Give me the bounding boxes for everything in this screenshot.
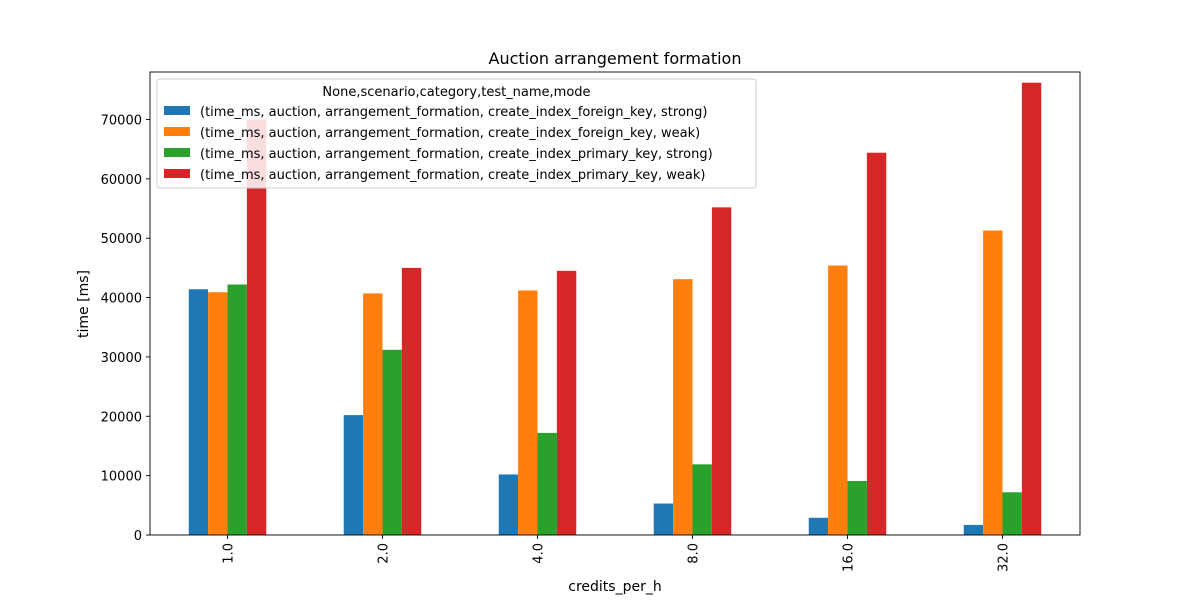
bar-16_0-series-4 xyxy=(866,152,887,535)
plot-frame xyxy=(149,71,1081,536)
bar-2_0-series-2 xyxy=(363,293,383,535)
legend-swatch-2 xyxy=(164,127,190,136)
bar-1_0-series-1 xyxy=(188,289,209,535)
bar-2_0-series-1 xyxy=(343,415,364,535)
legend-swatch-3 xyxy=(164,148,190,157)
bars-layer xyxy=(188,82,1042,536)
bar-1_0-series-4 xyxy=(246,119,267,535)
bar-16_0-series-3 xyxy=(847,480,867,535)
legend-entry-2: (time_ms, auction, arrangement_formation… xyxy=(200,126,700,141)
legend-title: None,scenario,category,test_name,mode xyxy=(322,85,590,100)
bar-16_0-series-1 xyxy=(808,517,829,535)
x-tick-label: 16.0 xyxy=(842,543,857,572)
axes-layer: 0 10000 20000 30000 40000 50000 60000 70000 1.0 2… xyxy=(101,71,1081,572)
bar-2_0-series-3 xyxy=(382,349,402,535)
bar-16_0-series-2 xyxy=(828,265,848,535)
y-tick-label: 30000 xyxy=(101,351,142,366)
bar-8_0-series-1 xyxy=(653,503,674,535)
legend-swatch-4 xyxy=(164,169,190,178)
legend-swatch-1 xyxy=(164,106,190,115)
chart-title: Auction arrangement formation xyxy=(489,49,742,68)
x-tick-label: 8.0 xyxy=(687,543,702,564)
legend-entry-1: (time_ms, auction, arrangement_formation… xyxy=(200,105,707,120)
y-tick-label: 40000 xyxy=(101,292,142,307)
bar-8_0-series-2 xyxy=(673,279,693,535)
legend: None,scenario,category,test_name,mode (ti… xyxy=(156,78,757,189)
legend-entry-4: (time_ms, auction, arrangement_formation… xyxy=(200,168,705,183)
x-axis-label: credits_per_h xyxy=(568,579,661,595)
legend-box xyxy=(156,78,757,189)
bar-2_0-series-4 xyxy=(401,267,422,535)
bar-32_0-series-4 xyxy=(1021,82,1042,535)
bar-4_0-series-2 xyxy=(518,290,538,535)
bar-4_0-series-1 xyxy=(498,474,519,535)
x-tick-label: 1.0 xyxy=(222,543,237,564)
y-tick-label: 50000 xyxy=(101,232,142,247)
x-tick-label: 32.0 xyxy=(997,543,1012,572)
y-tick-label: 0 xyxy=(134,529,142,544)
x-tick-label: 2.0 xyxy=(377,543,392,564)
legend-entry-3: (time_ms, auction, arrangement_formation… xyxy=(200,147,713,162)
y-tick-label: 70000 xyxy=(101,113,142,128)
bar-32_0-series-3 xyxy=(1002,492,1022,535)
y-tick-label: 60000 xyxy=(101,173,142,188)
bar-4_0-series-4 xyxy=(556,270,577,535)
bar-1_0-series-2 xyxy=(208,292,228,535)
bar-32_0-series-2 xyxy=(983,230,1003,535)
bar-4_0-series-3 xyxy=(537,432,557,535)
y-axis-label: time [ms] xyxy=(76,270,92,338)
y-tick-label: 20000 xyxy=(101,410,142,425)
x-tick-label: 4.0 xyxy=(532,543,547,564)
bar-8_0-series-3 xyxy=(692,464,712,535)
bar-8_0-series-4 xyxy=(711,207,732,536)
bar-1_0-series-3 xyxy=(227,284,247,535)
y-tick-label: 10000 xyxy=(101,470,142,485)
bar-32_0-series-1 xyxy=(963,524,984,535)
